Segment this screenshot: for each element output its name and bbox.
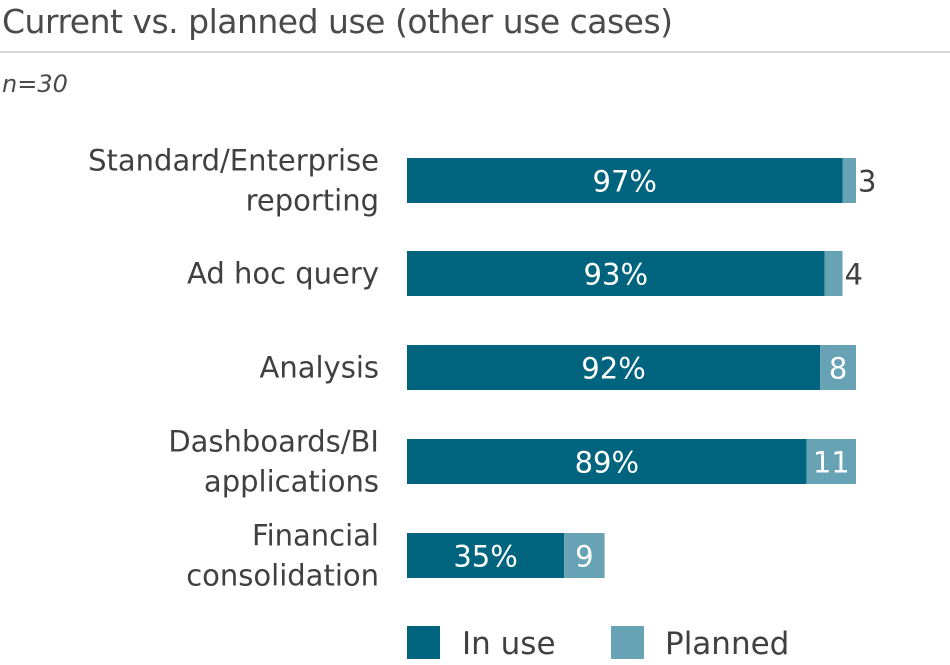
legend-swatch-planned — [611, 626, 644, 659]
category-label: applications — [204, 465, 379, 499]
data-label-planned: 4 — [845, 258, 863, 292]
bar-in-use — [407, 533, 565, 578]
chart-title: Current vs. planned use (other use cases… — [2, 2, 673, 41]
legend-label-planned: Planned — [665, 626, 789, 662]
data-label-in-use: 89% — [575, 446, 639, 480]
legend-label-in-use: In use — [462, 626, 556, 662]
data-label-in-use: 92% — [581, 352, 645, 386]
chart-subtitle: n=30 — [2, 70, 68, 98]
bar-planned — [842, 158, 856, 203]
bar-in-use — [407, 345, 821, 390]
category-label: Dashboards/BI — [168, 425, 379, 459]
bar-planned — [824, 251, 843, 296]
category-label: Analysis — [260, 351, 379, 385]
bar-planned — [820, 345, 856, 390]
category-label: Financial — [252, 519, 379, 553]
title-divider — [0, 51, 950, 53]
bar-in-use — [407, 158, 843, 203]
data-label-planned: 11 — [813, 446, 850, 480]
bar-planned — [806, 439, 856, 484]
data-label-in-use: 97% — [593, 165, 657, 199]
category-label: consolidation — [186, 559, 379, 593]
bar-in-use — [407, 251, 825, 296]
bar-planned — [564, 533, 605, 578]
data-label-in-use: 35% — [453, 540, 517, 574]
data-label-in-use: 93% — [584, 258, 648, 292]
category-label: Ad hoc query — [187, 257, 379, 291]
category-label: Standard/Enterprise — [88, 144, 379, 178]
category-label: reporting — [246, 184, 379, 218]
data-label-planned: 8 — [829, 352, 847, 386]
bar-in-use — [407, 439, 807, 484]
legend-swatch-in-use — [407, 626, 440, 659]
data-label-planned: 3 — [858, 165, 876, 199]
data-label-planned: 9 — [575, 540, 593, 574]
